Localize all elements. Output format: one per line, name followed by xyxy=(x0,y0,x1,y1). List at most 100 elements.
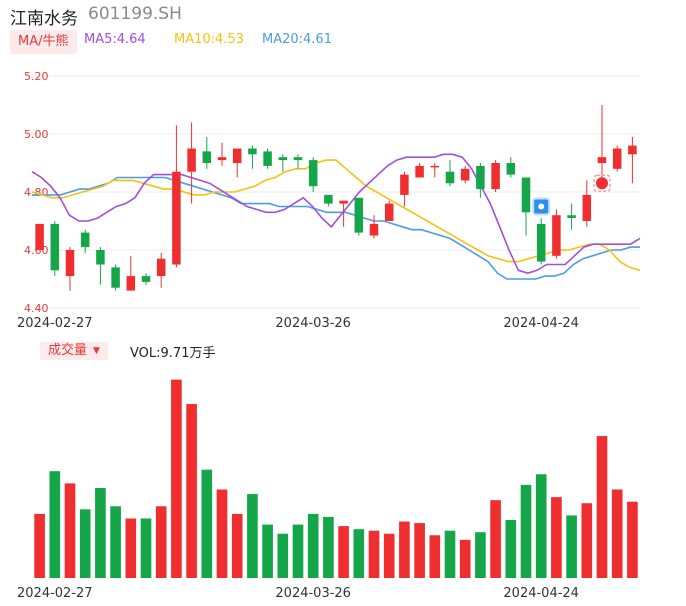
volume-bar xyxy=(95,487,106,578)
stock-code: 601199.SH xyxy=(88,4,182,24)
volume-bar xyxy=(186,404,197,578)
volume-bar xyxy=(627,501,638,578)
candle-body xyxy=(141,276,151,282)
candle-body xyxy=(460,168,470,181)
candle-body xyxy=(369,223,379,236)
volume-bar xyxy=(216,489,228,578)
candle-body xyxy=(491,163,500,190)
volume-bar xyxy=(79,509,91,578)
volume-bar xyxy=(201,469,213,578)
candle-body xyxy=(202,151,212,163)
y-tick-label: 4.40 xyxy=(24,302,49,315)
volume-bar xyxy=(368,530,380,578)
stock-name: 江南水务 xyxy=(10,9,78,29)
volume-bar xyxy=(231,513,243,578)
candle-body xyxy=(217,157,227,161)
candle-body xyxy=(384,203,394,221)
x-tick-label: 2024-03-26 xyxy=(275,316,351,331)
candle-body xyxy=(476,165,485,190)
candle-body xyxy=(50,223,60,271)
ma10-line xyxy=(31,159,641,272)
volume-bar xyxy=(155,506,167,578)
bull-signal-icon xyxy=(593,174,611,193)
ma5-label: MA5:4.64 xyxy=(84,32,146,47)
candle-body xyxy=(339,200,348,204)
x-tick-label: 2024-02-27 xyxy=(17,586,93,601)
volume-bar xyxy=(262,524,273,578)
candle-body xyxy=(536,223,546,262)
ma-toggle-button[interactable]: MA/牛熊 xyxy=(10,30,77,54)
ma20-line xyxy=(32,176,640,280)
caret-down-icon: ▼ xyxy=(93,346,100,356)
bull-signal-dot xyxy=(596,177,608,190)
y-tick-label: 5.00 xyxy=(24,128,49,141)
candle-body xyxy=(232,148,242,163)
candle-body xyxy=(80,232,90,248)
candle-body xyxy=(506,163,516,175)
candle-body xyxy=(308,160,318,187)
candle-body xyxy=(612,148,622,169)
volume-bar xyxy=(338,526,349,578)
ma20-label: MA20:4.61 xyxy=(262,32,332,47)
candle-body xyxy=(597,157,607,163)
candle-body xyxy=(430,165,440,168)
volume-bar xyxy=(49,471,61,578)
volume-bar xyxy=(535,474,547,578)
candle-body xyxy=(415,165,424,178)
volume-bar xyxy=(171,379,182,578)
volume-bar xyxy=(140,518,152,578)
candle-body xyxy=(35,223,44,250)
candle-body xyxy=(65,250,75,277)
candle-body xyxy=(263,151,272,166)
x-tick-label: 2024-04-24 xyxy=(503,586,579,601)
volume-bar xyxy=(125,518,137,578)
volume-bar xyxy=(383,533,395,578)
volume-toggle-button[interactable]: 成交量 ▼ xyxy=(40,342,108,360)
candle-body xyxy=(400,174,409,195)
volume-bar xyxy=(399,521,410,578)
volume-readout: VOL:9.71万手 xyxy=(130,346,216,361)
candle-body xyxy=(278,157,288,161)
volume-bar xyxy=(566,515,577,578)
volume-bar xyxy=(353,529,365,578)
volume-toggle-label: 成交量 xyxy=(48,343,88,358)
volume-bar xyxy=(34,513,45,578)
volume-bar xyxy=(307,513,319,578)
candle-body xyxy=(111,267,120,288)
candle-body xyxy=(126,276,136,291)
volume-bar xyxy=(323,516,334,578)
volume-bar xyxy=(475,532,486,578)
volume-bar xyxy=(596,436,608,578)
buy-signal-dot xyxy=(538,203,545,210)
ma10-label: MA10:4.53 xyxy=(174,32,244,47)
x-tick-label: 2024-04-24 xyxy=(503,316,579,331)
candle-body xyxy=(552,215,561,256)
candle-body xyxy=(248,148,257,155)
candle-body xyxy=(628,145,637,155)
candle-body xyxy=(293,157,303,161)
candle-body xyxy=(187,148,196,172)
volume-bar xyxy=(459,539,471,578)
volume-bar xyxy=(414,523,425,578)
volume-bar xyxy=(611,489,623,578)
candle-body xyxy=(354,197,364,233)
y-tick-label: 5.20 xyxy=(24,70,49,83)
ma5-line xyxy=(31,153,641,275)
volume-bar xyxy=(581,503,593,578)
candle-body xyxy=(324,194,333,204)
volume-bar xyxy=(444,530,456,578)
volume-bar xyxy=(520,484,532,578)
x-tick-label: 2024-02-27 xyxy=(17,316,93,331)
volume-bar xyxy=(247,494,258,578)
candle-body xyxy=(521,177,531,213)
volume-bar xyxy=(551,497,562,578)
volume-bar xyxy=(64,483,76,578)
x-tick-label: 2024-03-26 xyxy=(275,586,351,601)
volume-bar xyxy=(277,533,289,578)
volume-bar xyxy=(110,506,121,578)
volume-bar xyxy=(429,535,441,578)
volume-bar xyxy=(292,524,304,578)
candle-body xyxy=(582,194,592,221)
candle-body xyxy=(445,171,455,184)
